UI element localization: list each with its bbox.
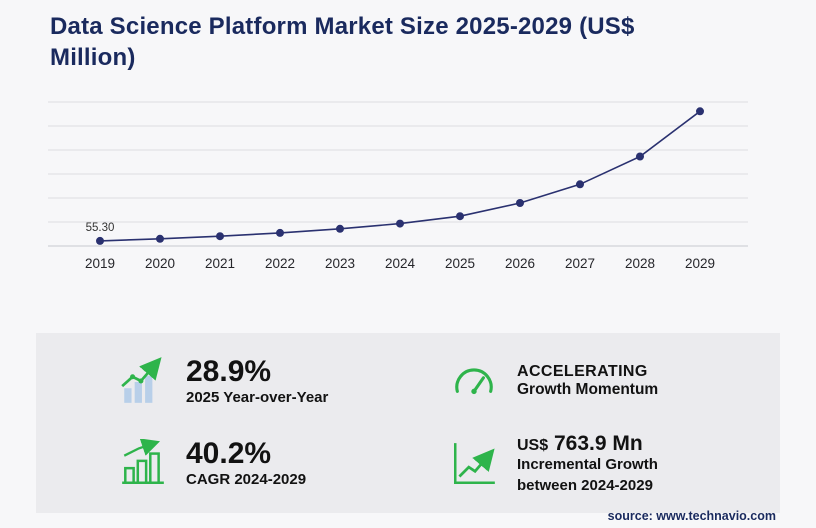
bar-chart-growth-icon	[118, 357, 168, 407]
svg-text:2020: 2020	[145, 256, 175, 271]
amount-label: 763.9 Mn	[553, 432, 643, 456]
stat-label: Growth Momentum	[517, 381, 659, 399]
market-line-chart: 2019 2020 2021 2022 2023 2024 2025 2026 2027 2028…	[48, 101, 748, 271]
outlined-bar-chart-icon	[118, 439, 168, 489]
stat-value: 40.2%	[186, 437, 272, 471]
stat-label: Incremental Growth between 2024-2029	[517, 456, 658, 494]
stat-label: 2025 Year-over-Year	[186, 389, 329, 407]
svg-text:55.30: 55.30	[86, 222, 115, 234]
svg-text:2019: 2019	[85, 256, 115, 271]
stat-growth-momentum: ACCELERATING Growth Momentum	[449, 341, 750, 423]
growth-arrow-icon	[449, 439, 499, 489]
svg-text:2029: 2029	[685, 256, 715, 271]
svg-text:2027: 2027	[565, 256, 595, 271]
speedometer-icon	[449, 357, 499, 407]
stat-incremental-growth: US$ 763.9 Mn Incremental Growth between …	[449, 423, 750, 505]
source-attribution: source: www.technavio.com	[607, 509, 776, 523]
stat-cagr: 40.2% CAGR 2024-2029	[118, 423, 419, 505]
svg-text:2021: 2021	[205, 256, 235, 271]
page-title: Data Science Platform Market Size 2025-2…	[50, 13, 635, 71]
svg-text:2022: 2022	[265, 256, 295, 271]
svg-text:2023: 2023	[325, 256, 355, 271]
stat-value: 28.9%	[186, 355, 272, 389]
svg-text:2025: 2025	[445, 256, 475, 271]
svg-text:2024: 2024	[385, 256, 416, 271]
currency-label: US$	[517, 437, 549, 455]
svg-text:2026: 2026	[505, 256, 535, 271]
stat-value: US$ 763.9 Mn	[517, 432, 692, 455]
stat-value: ACCELERATING	[517, 362, 648, 380]
svg-text:2028: 2028	[625, 256, 655, 271]
stat-label: CAGR 2024-2029	[186, 471, 307, 489]
stat-yoy-growth: 28.9% 2025 Year-over-Year	[118, 341, 419, 423]
stats-panel: 28.9% 2025 Year-over-Year ACCELERATING G…	[36, 333, 780, 513]
